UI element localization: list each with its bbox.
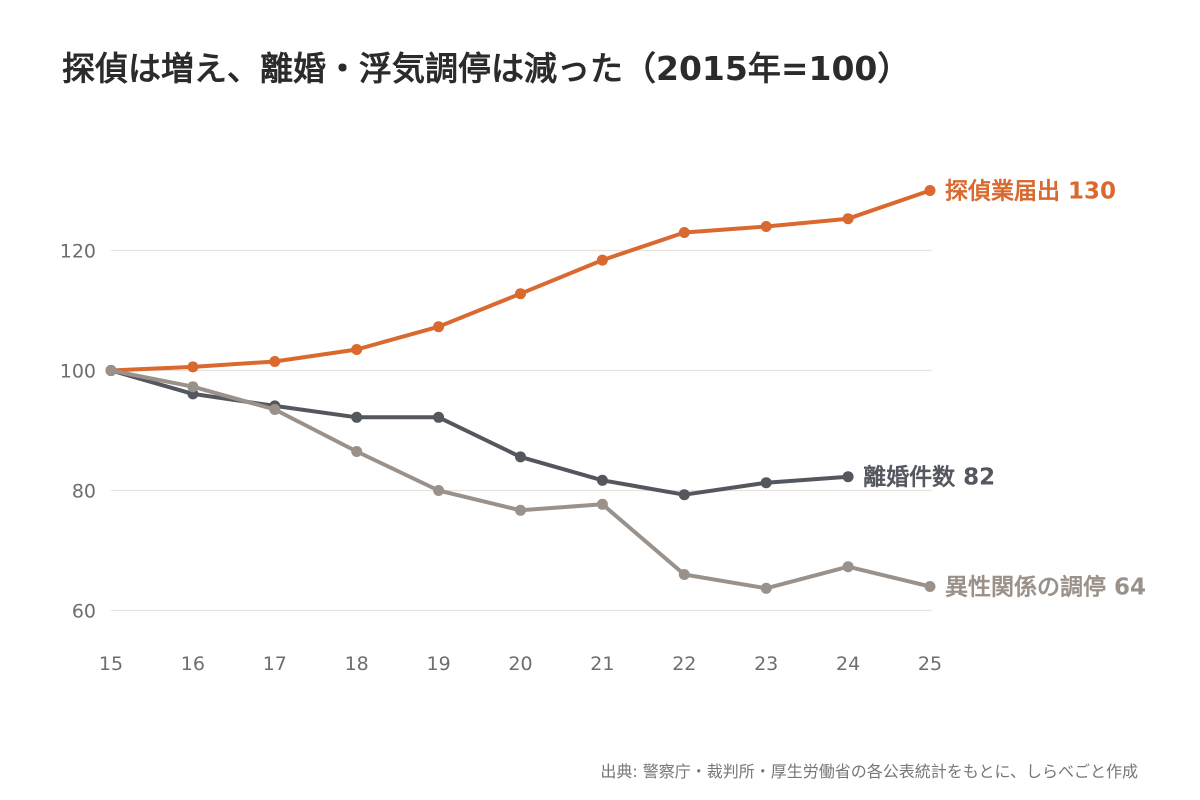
gridlines [111,249,932,612]
y-tick-label-120: 120 [60,241,96,263]
data-point-2-23 [760,477,772,489]
data-point-1-18 [351,344,363,355]
data-point-3-18 [351,446,363,457]
x-axis-ticks: 15 16 17 18 19 20 21 22 23 24 25 [99,653,942,675]
x-tick-label-19: 19 [427,653,451,675]
chart-title: 探偵は増え、離婚・浮気調停は減った（2015年=100） [62,49,911,88]
data-point-3-24 [842,561,854,573]
series-end-label-2: 離婚件数 82 [863,464,995,491]
data-point-3-23 [760,582,772,594]
data-point-1-23 [760,221,772,232]
series-end-label-1: 探偵業届出 130 [945,178,1116,205]
data-point-3-16 [187,381,199,393]
series-line-2 [109,368,851,497]
y-tick-label-60: 60 [72,601,96,623]
series-group [105,185,936,594]
series-2 [105,365,854,501]
x-tick-label-20: 20 [508,653,532,675]
data-point-2-18 [351,411,363,423]
data-point-3-15 [105,365,117,376]
series-line-1 [109,188,932,373]
x-tick-label-25: 25 [918,653,942,675]
data-point-1-19 [433,321,445,333]
x-tick-label-24: 24 [836,653,860,675]
data-point-1-20 [515,288,526,300]
data-point-1-22 [678,227,690,238]
data-point-1-24 [842,213,854,225]
data-point-2-22 [678,489,690,501]
x-tick-label-21: 21 [590,653,614,675]
data-point-2-20 [515,451,526,463]
x-tick-label-18: 18 [345,653,369,675]
data-point-3-19 [433,485,445,496]
data-point-3-17 [269,404,281,415]
data-point-3-22 [678,569,690,580]
y-tick-label-100: 100 [60,361,96,383]
data-point-1-17 [269,356,281,367]
series-3 [105,365,936,594]
data-point-2-24 [842,471,854,483]
data-point-1-21 [596,254,608,266]
source-note: 出典: 警察庁・裁判所・厚生労働省の各公表統計をもとに、しらべごと作成 [600,762,1138,781]
data-point-2-21 [596,474,608,486]
series-end-label-3: 異性関係の調停 64 [945,574,1146,601]
series-end-labels: 探偵業届出 130 離婚件数 82 異性関係の調停 64 [863,178,1146,601]
x-tick-label-17: 17 [263,653,287,675]
x-tick-label-23: 23 [754,653,778,675]
data-point-3-21 [596,498,608,510]
data-point-3-20 [515,504,526,516]
x-tick-label-15: 15 [99,653,123,675]
x-tick-label-16: 16 [181,653,205,675]
data-point-1-16 [187,361,199,373]
data-point-2-19 [433,411,445,423]
y-tick-label-80: 80 [72,481,96,503]
data-point-3-25 [924,581,936,592]
series-1 [105,185,936,376]
data-point-1-25 [924,185,936,196]
x-tick-label-22: 22 [672,653,696,675]
y-axis-ticks: 60 80 100 120 [60,241,96,623]
